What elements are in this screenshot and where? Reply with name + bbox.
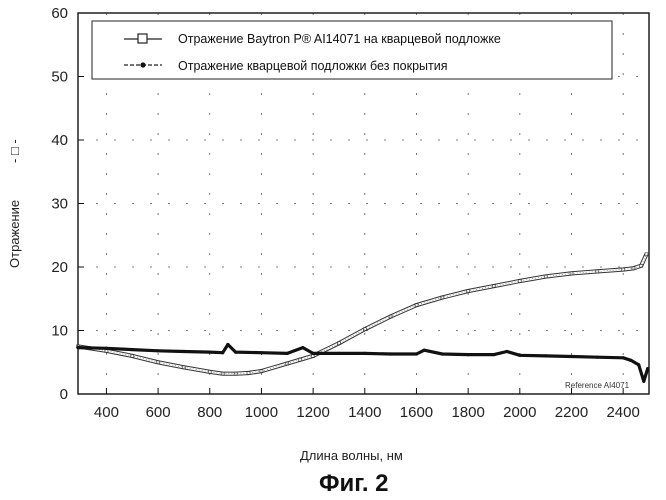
legend-marker-square: [138, 34, 147, 43]
series-2-point: [467, 353, 470, 356]
series-2-point: [260, 351, 263, 354]
series-2-point: [301, 346, 304, 349]
legend-label-series-1: Отражение Baytron P® AI14071 на кварцево…: [178, 32, 501, 46]
y-axis-title: Отражение - □ -: [7, 139, 22, 268]
series-2-point: [622, 356, 625, 359]
series-2-point: [596, 356, 599, 359]
y-axis: 0 10 20 30 40 50 60: [51, 5, 84, 403]
series-2-point: [156, 349, 159, 352]
series-2-point: [312, 352, 315, 355]
series-2-point: [337, 352, 340, 355]
x-tick-label: 800: [197, 404, 222, 421]
x-tick-label: 1000: [245, 404, 278, 421]
series-2-point: [415, 352, 418, 355]
y-axis-marker-label: - □ -: [7, 139, 22, 163]
x-tick-label: 1600: [400, 404, 433, 421]
series-2-point: [76, 346, 79, 349]
series-2-point: [642, 380, 645, 383]
x-tick-label: 600: [146, 404, 171, 421]
y-tick-label: 10: [51, 323, 68, 340]
series-2-point: [544, 354, 547, 357]
series-2-point: [234, 350, 237, 353]
series-2-point: [131, 348, 134, 351]
annotation-reference: Reference AI4071: [565, 381, 630, 390]
legend: Отражение Baytron P® AI14071 на кварцево…: [92, 21, 612, 79]
legend-label-series-2: Отражение кварцевой подложки без покрыти…: [178, 59, 448, 73]
x-tick-label: 1400: [348, 404, 381, 421]
x-tick-label: 2200: [555, 404, 588, 421]
series-2-point: [226, 343, 229, 346]
x-tick-label: 1200: [296, 404, 329, 421]
x-axis: 400 600 800 1000 1200 1400 1600 1800 2000 2200 240…: [94, 388, 640, 421]
series-group: [76, 253, 649, 383]
y-tick-label: 60: [51, 5, 68, 22]
x-tick-label: 1800: [451, 404, 484, 421]
y-tick-label: 30: [51, 196, 68, 213]
legend-marker-dot: [140, 62, 145, 67]
series-2-point: [286, 352, 289, 355]
series-2-point: [221, 351, 224, 354]
series-2-point: [570, 355, 573, 358]
x-tick-label: 400: [94, 404, 119, 421]
series-2-point: [105, 347, 108, 350]
series-2-point: [363, 352, 366, 355]
series-2-point: [441, 352, 444, 355]
series-2-point: [492, 353, 495, 356]
y-axis-label: Отражение: [7, 200, 22, 268]
y-tick-label: 0: [60, 386, 68, 403]
series-2-point: [423, 349, 426, 352]
series-2-point: [646, 367, 649, 370]
x-tick-label: 2000: [503, 404, 536, 421]
series-2-point: [505, 350, 508, 353]
series-2-point: [182, 350, 185, 353]
x-axis-label: Длина волны, нм: [300, 448, 403, 463]
y-tick-label: 40: [51, 132, 68, 149]
series-2-point: [208, 350, 211, 353]
y-tick-label: 20: [51, 259, 68, 276]
series-2-point: [629, 359, 632, 362]
figure-caption: Фиг. 2: [319, 470, 389, 497]
series-2-point: [518, 354, 521, 357]
series-2-point: [637, 363, 640, 366]
y-tick-label: 50: [51, 69, 68, 86]
series-2-point: [389, 352, 392, 355]
x-tick-label: 2400: [606, 404, 639, 421]
